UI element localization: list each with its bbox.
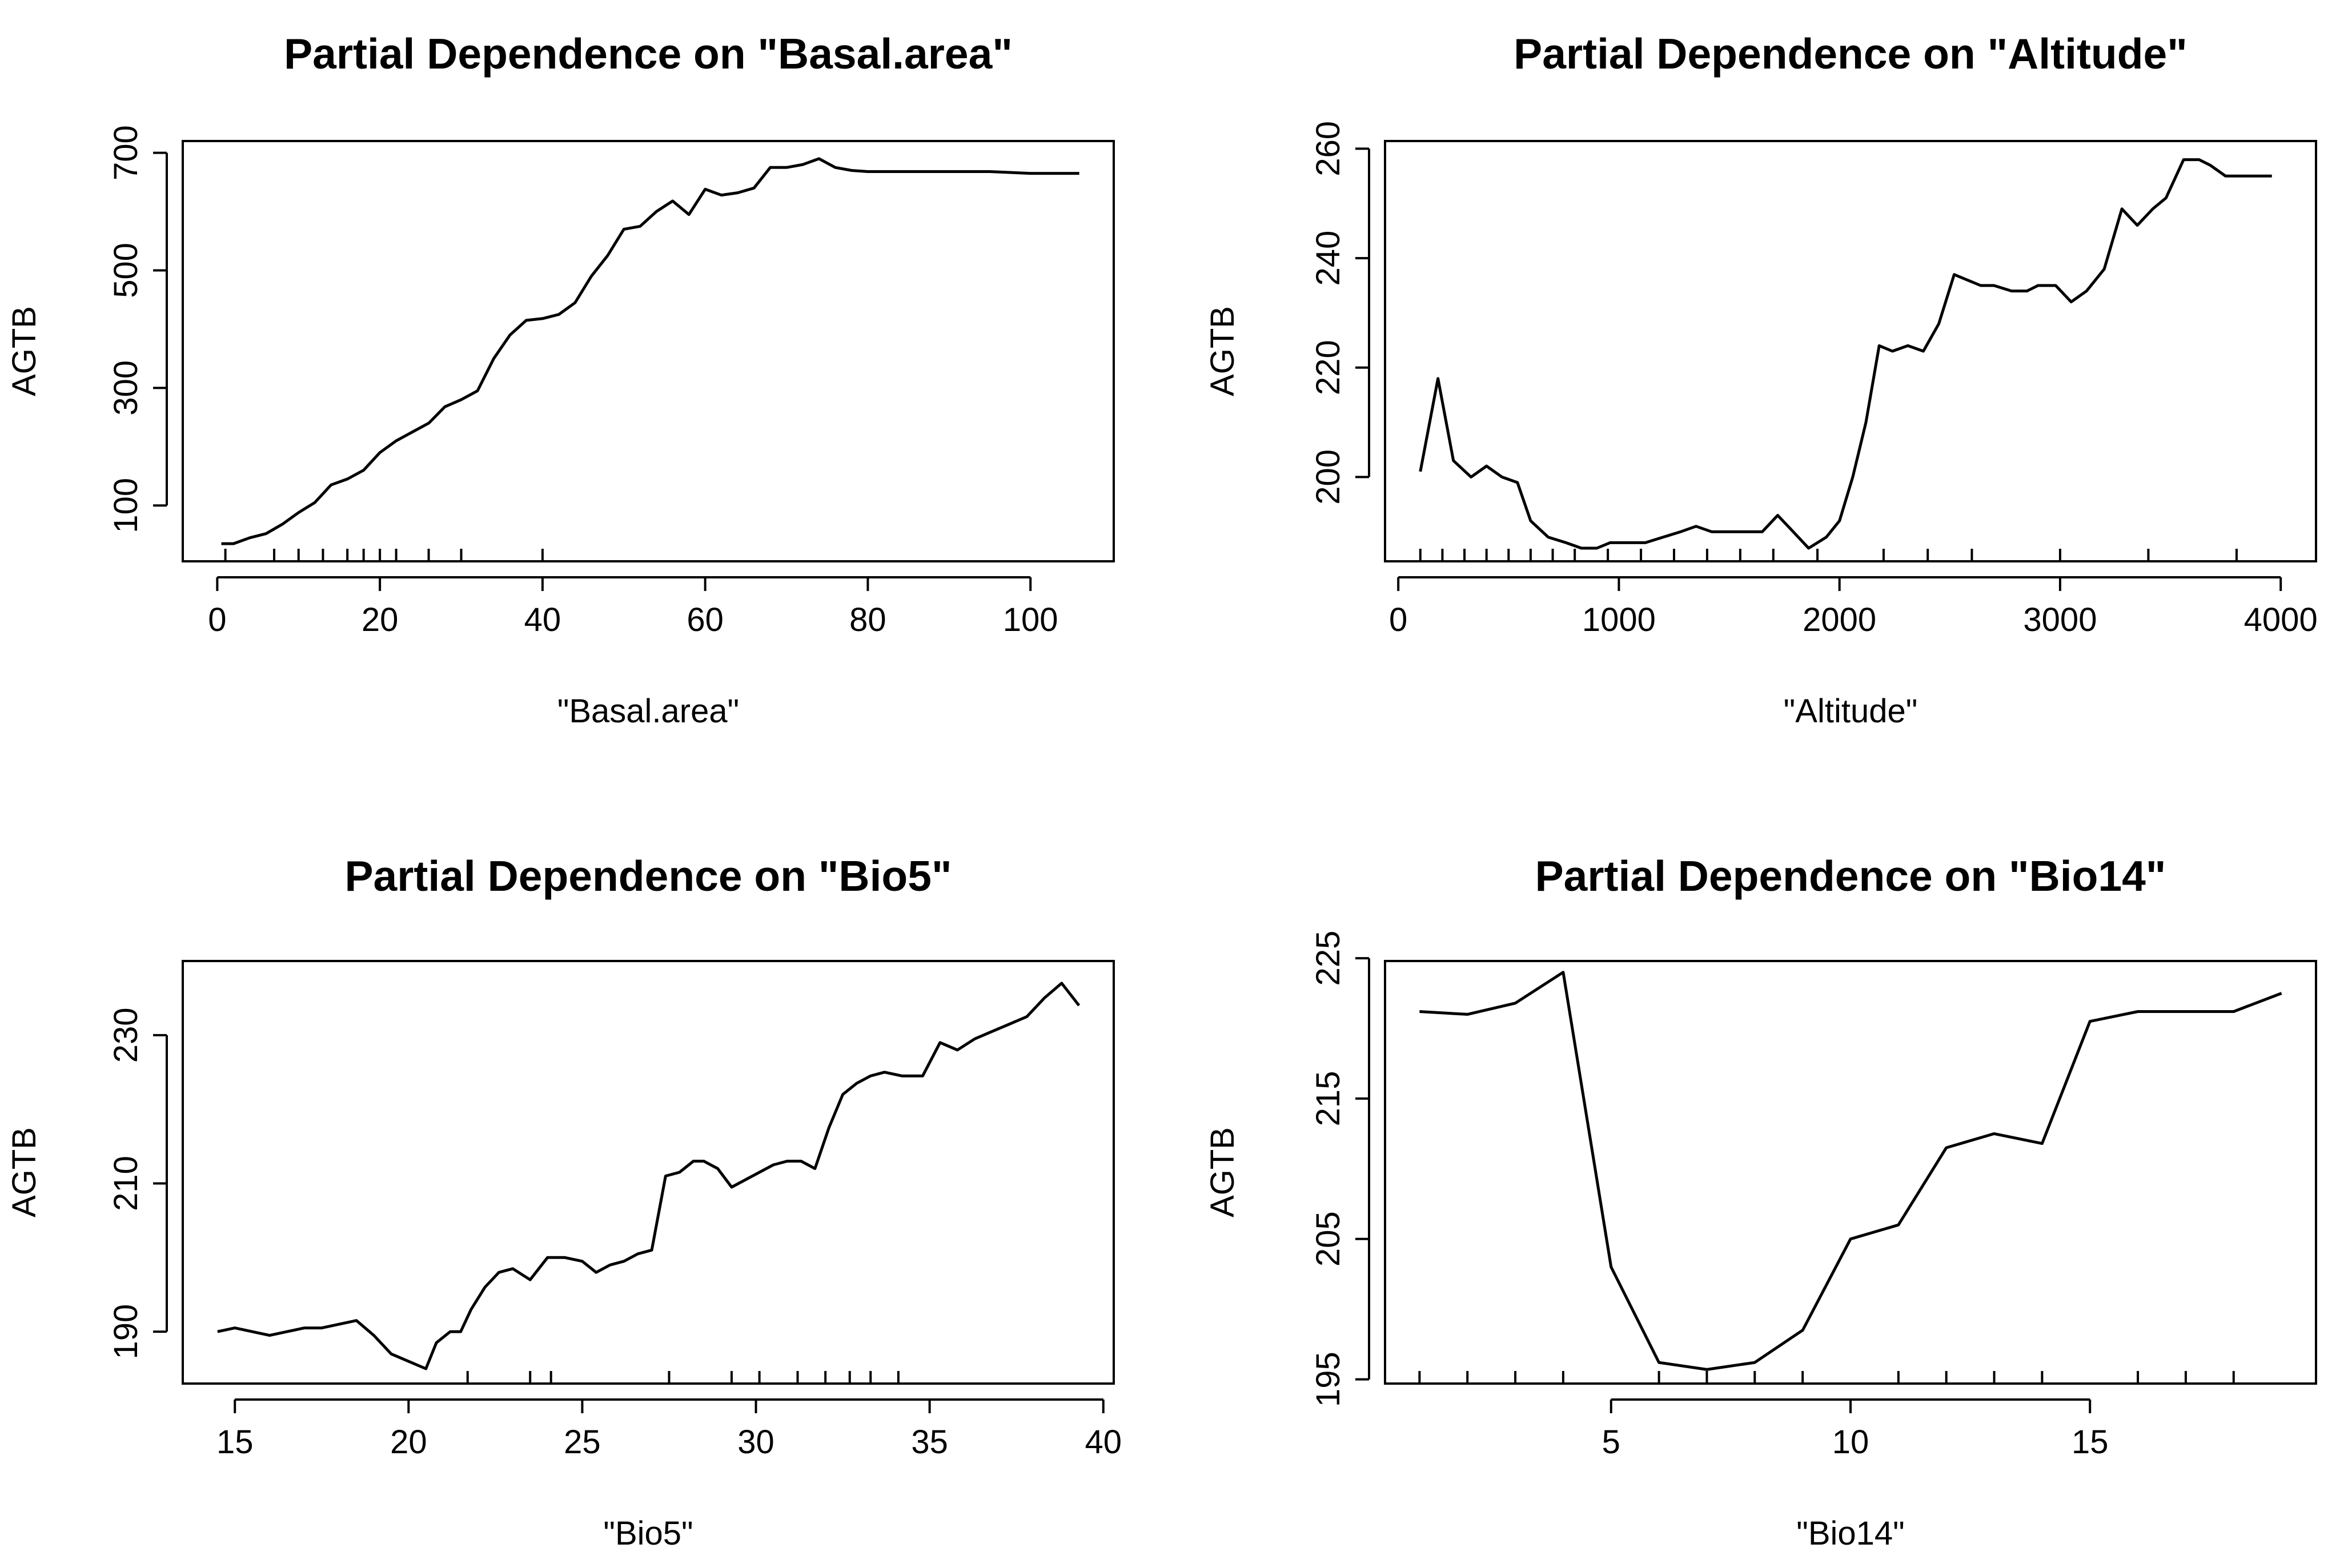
y-tick-label: 210	[107, 1156, 145, 1211]
chart-panel-3: Partial Dependence on "Bio5" 15 20 25 30 35 40…	[6, 852, 1122, 1552]
series-line-altitude	[1419, 158, 2272, 550]
series-line-basal-area	[221, 157, 1079, 545]
x-axis-label: "Basal.area"	[557, 693, 739, 730]
x-tick-label: 60	[687, 601, 724, 638]
x-tick-label: 3000	[2023, 601, 2097, 638]
y-tick-label: 240	[1310, 231, 1347, 286]
x-tick-label: 25	[564, 1424, 601, 1461]
y-axis-label: AGTB	[6, 1127, 43, 1217]
x-tick-label: 0	[208, 601, 226, 638]
y-tick-label: 215	[1310, 1071, 1347, 1127]
x-tick-label: 15	[216, 1424, 254, 1461]
y-tick-label: 200	[1310, 449, 1347, 505]
x-tick-label: 40	[1085, 1424, 1122, 1461]
plot-frame	[182, 960, 1115, 1385]
y-tick-label: 230	[107, 1007, 145, 1063]
y-axis-label: AGTB	[6, 306, 43, 396]
y-tick-label: 195	[1310, 1352, 1347, 1407]
y-axis-label: AGTB	[1204, 1127, 1241, 1217]
chart-title: Partial Dependence on "Altitude"	[1514, 30, 2188, 78]
y-tick-label: 225	[1310, 931, 1347, 986]
plot-frame	[1384, 960, 2317, 1385]
x-tick-label: 80	[849, 601, 886, 638]
x-axis-label: "Bio5"	[603, 1515, 693, 1552]
x-tick-label: 30	[737, 1424, 774, 1461]
chart-panel-2: Partial Dependence on "Altitude" 0 1000 200…	[1204, 30, 2318, 730]
plot-frame	[1384, 140, 2317, 562]
chart-title: Partial Dependence on "Bio5"	[344, 852, 952, 900]
x-tick-label: 0	[1389, 601, 1407, 638]
x-tick-label: 20	[362, 601, 399, 638]
y-axis-label: AGTB	[1204, 306, 1241, 396]
y-tick-label: 100	[107, 478, 145, 533]
y-tick-label: 300	[107, 360, 145, 416]
x-tick-label: 40	[524, 601, 561, 638]
y-tick-label: 700	[107, 125, 145, 180]
x-tick-label: 4000	[2244, 601, 2318, 638]
chart-panel-1: Partial Dependence on "Basal.area" 0 20 40 6…	[6, 30, 1115, 730]
series-line-bio14	[1419, 971, 2282, 1371]
x-tick-label: 35	[911, 1424, 948, 1461]
y-tick-label: 190	[107, 1304, 145, 1360]
x-tick-label: 2000	[1803, 601, 1876, 638]
x-axis-label: "Altitude"	[1784, 693, 1918, 730]
chart-title: Partial Dependence on "Bio14"	[1535, 852, 2166, 900]
x-tick-label: 10	[1832, 1424, 1869, 1461]
x-axis-label: "Bio14"	[1796, 1515, 1905, 1552]
y-tick-label: 220	[1310, 340, 1347, 395]
x-tick-label: 20	[390, 1424, 427, 1461]
y-tick-label: 205	[1310, 1211, 1347, 1267]
x-tick-label: 1000	[1582, 601, 1656, 638]
x-tick-label: 5	[1602, 1424, 1620, 1461]
y-tick-label: 500	[107, 243, 145, 298]
plot-frame	[182, 140, 1115, 562]
chart-panel-4: Partial Dependence on "Bio14" 5 10 15 195 205…	[1204, 852, 2317, 1552]
x-tick-label: 15	[2072, 1424, 2109, 1461]
series-line-bio5	[217, 982, 1081, 1370]
y-tick-label: 260	[1310, 121, 1347, 176]
x-tick-label: 100	[1003, 601, 1058, 638]
chart-title: Partial Dependence on "Basal.area"	[284, 30, 1013, 78]
